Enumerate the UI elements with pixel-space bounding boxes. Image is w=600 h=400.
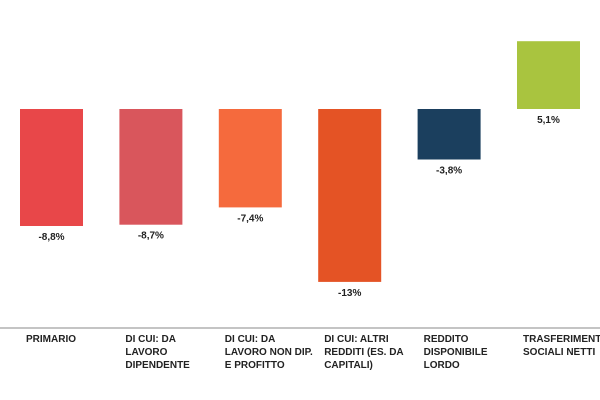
data-label-4: -13% — [338, 288, 361, 299]
data-label-2: -8,7% — [138, 231, 164, 242]
category-label-1: PRIMARIO — [26, 334, 76, 345]
data-label-5: -3,8% — [436, 166, 462, 177]
category-label-4: DI CUI: ALTRI REDDITI (ES. DA CAPITALI) — [324, 334, 403, 371]
data-label-1: -8,8% — [38, 232, 64, 243]
category-label-2: DI CUI: DA LAVORO DIPENDENTE — [125, 334, 190, 371]
bar-2 — [119, 109, 183, 225]
category-label-3: DI CUI: DA LAVORO NON DIP. E PROFITTO — [225, 334, 313, 371]
bar-4 — [318, 109, 382, 282]
data-label-6: 5,1% — [537, 115, 560, 126]
category-label-5: REDDITO DISPONIBILE LORDO — [424, 334, 488, 371]
bar-5 — [417, 109, 481, 160]
category-label-6: TRASFERIMENTI SOCIALI NETTI — [523, 334, 600, 358]
bar-3 — [218, 109, 282, 208]
bar-1 — [20, 109, 83, 226]
bar-6 — [517, 41, 580, 110]
data-label-3: -7,4% — [237, 213, 263, 224]
